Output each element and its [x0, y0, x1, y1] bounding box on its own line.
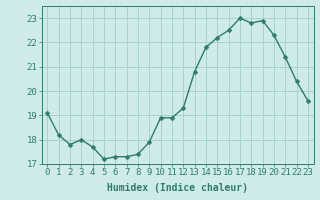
X-axis label: Humidex (Indice chaleur): Humidex (Indice chaleur) — [107, 183, 248, 193]
